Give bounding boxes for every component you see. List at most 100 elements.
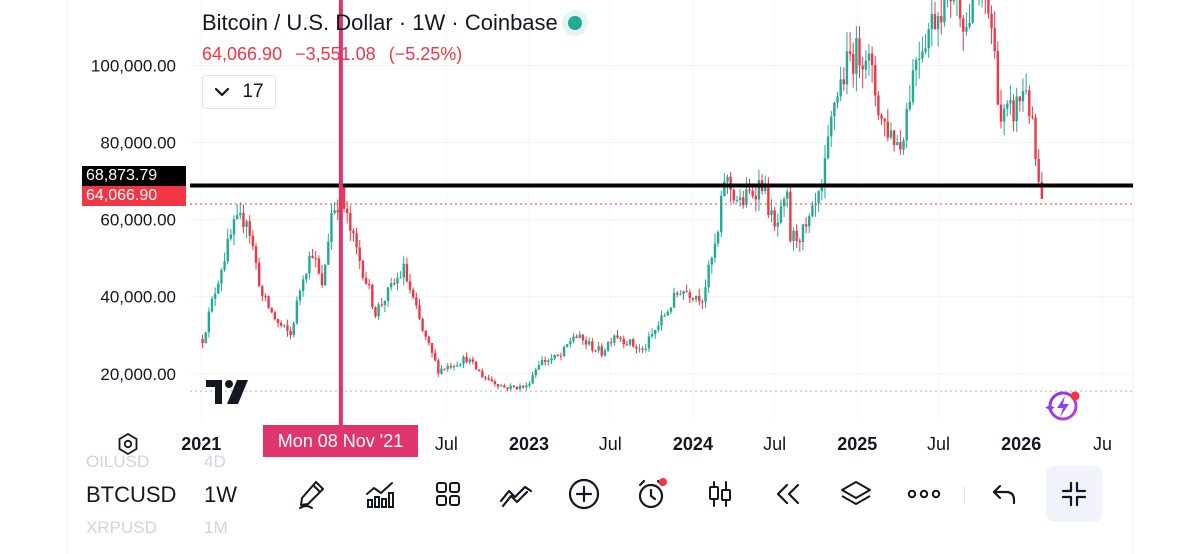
horizontal-line-price-label[interactable]: 68,873.79 [82, 166, 186, 186]
alerts-button[interactable] [632, 474, 672, 514]
candle-body [320, 273, 324, 286]
market-status-icon[interactable] [567, 16, 582, 30]
candle-body [273, 312, 277, 320]
y-tick-label: 20,000.00 [100, 365, 176, 384]
indicators-button[interactable] [360, 474, 400, 514]
candle-body [672, 292, 676, 308]
candle-body [389, 283, 393, 288]
symbol-title[interactable]: Bitcoin / U.S. Dollar · 1W · Coinbase [202, 10, 558, 35]
x-axis-labels: 2021 Jul 2023 Jul 2024 Jul 2025 Jul 2026 Ju [181, 434, 1112, 454]
candle-body [465, 356, 468, 363]
candle-body [899, 142, 902, 150]
x-tick-label: 2025 [837, 434, 877, 454]
candle-body [952, 0, 956, 2]
interval-below[interactable]: 1M [204, 518, 228, 537]
candle-body [949, 0, 952, 2]
candle-body [575, 336, 578, 338]
candle-body [1021, 91, 1025, 102]
candle-body [305, 273, 308, 280]
candle-body [597, 346, 600, 351]
alert-icon [638, 478, 667, 509]
candle-body [619, 337, 622, 339]
chart-type-button[interactable] [700, 474, 740, 514]
candle-body [355, 233, 358, 248]
tradingview-logo-icon[interactable] [206, 380, 250, 404]
candle-body [669, 307, 673, 312]
candle-body [971, 0, 974, 23]
candle-body [833, 102, 836, 117]
symbol-above[interactable]: OILUSD [86, 452, 150, 471]
candle-body [632, 339, 635, 347]
candle-body [789, 191, 792, 242]
candle-body [386, 287, 390, 302]
left-border [66, 0, 67, 554]
candle-body [330, 212, 333, 242]
replay-button[interactable] [768, 474, 808, 514]
candle-body [682, 291, 685, 295]
candle-body [845, 51, 849, 85]
candle-body [553, 354, 556, 359]
interval-above[interactable]: 4D [204, 452, 226, 471]
candle-body [691, 297, 695, 300]
candle-body [440, 368, 443, 374]
candle-body [298, 290, 302, 301]
undo-button[interactable] [984, 474, 1024, 514]
x-tick-label: Jul [435, 434, 458, 454]
candle-body [751, 190, 754, 196]
candle-body [267, 296, 270, 308]
candle-body [1037, 158, 1040, 182]
add-button[interactable] [564, 474, 604, 514]
candle-body [515, 386, 519, 390]
candle-body [968, 22, 971, 27]
y-tick-label: 100,000.00 [91, 57, 176, 76]
trend-button[interactable] [496, 474, 536, 514]
candle-body [666, 311, 669, 316]
candle-body [1040, 181, 1044, 199]
candle-body [600, 346, 603, 356]
candle-body [713, 243, 717, 258]
candle-body [886, 121, 890, 138]
indicators-toggle-button[interactable]: 17 [202, 75, 276, 109]
symbol-selector[interactable]: BTCUSD [86, 482, 177, 507]
candle-body [493, 381, 497, 385]
candle-body [820, 186, 824, 192]
layers-icon [841, 481, 871, 505]
candle-body [421, 318, 424, 331]
candle-body [383, 301, 387, 305]
candle-body [748, 189, 751, 191]
symbol-below[interactable]: XRPUSD [86, 518, 157, 537]
interval-selector[interactable]: 1W [204, 482, 237, 507]
candle-body [424, 330, 427, 337]
candle-body [905, 108, 908, 141]
candle-body [443, 368, 446, 370]
candle-body [877, 95, 880, 116]
trend-icon [499, 485, 533, 508]
candle-body [248, 221, 251, 236]
candle-body [342, 187, 346, 209]
more-button[interactable] [904, 474, 944, 514]
candle-body [323, 264, 327, 286]
candle-body [261, 286, 264, 296]
candle-body [550, 358, 553, 361]
quick-trade-bolt-icon[interactable] [1042, 390, 1084, 424]
fullscreen-exit-button[interactable] [1046, 466, 1102, 522]
candle-body [484, 377, 487, 379]
candle-body [1034, 117, 1037, 159]
candle-body [647, 336, 651, 349]
last-price-label[interactable]: 64,066.90 [82, 186, 186, 206]
candle-body [333, 210, 336, 213]
indicator-count: 17 [242, 81, 264, 102]
legend-title-row: Bitcoin / U.S. Dollar · 1W · Coinbase [202, 10, 582, 36]
candle-body [735, 200, 739, 202]
candle-body [531, 375, 534, 384]
layers-button[interactable] [836, 474, 876, 514]
candle-body [229, 234, 233, 239]
candle-body [610, 342, 613, 344]
settings-hexagon-icon[interactable] [116, 432, 140, 456]
candle-body [207, 311, 211, 333]
candle-body [518, 385, 522, 390]
layouts-button[interactable] [428, 474, 468, 514]
drawing-tool-button[interactable] [292, 474, 332, 514]
candle-body [405, 263, 409, 282]
